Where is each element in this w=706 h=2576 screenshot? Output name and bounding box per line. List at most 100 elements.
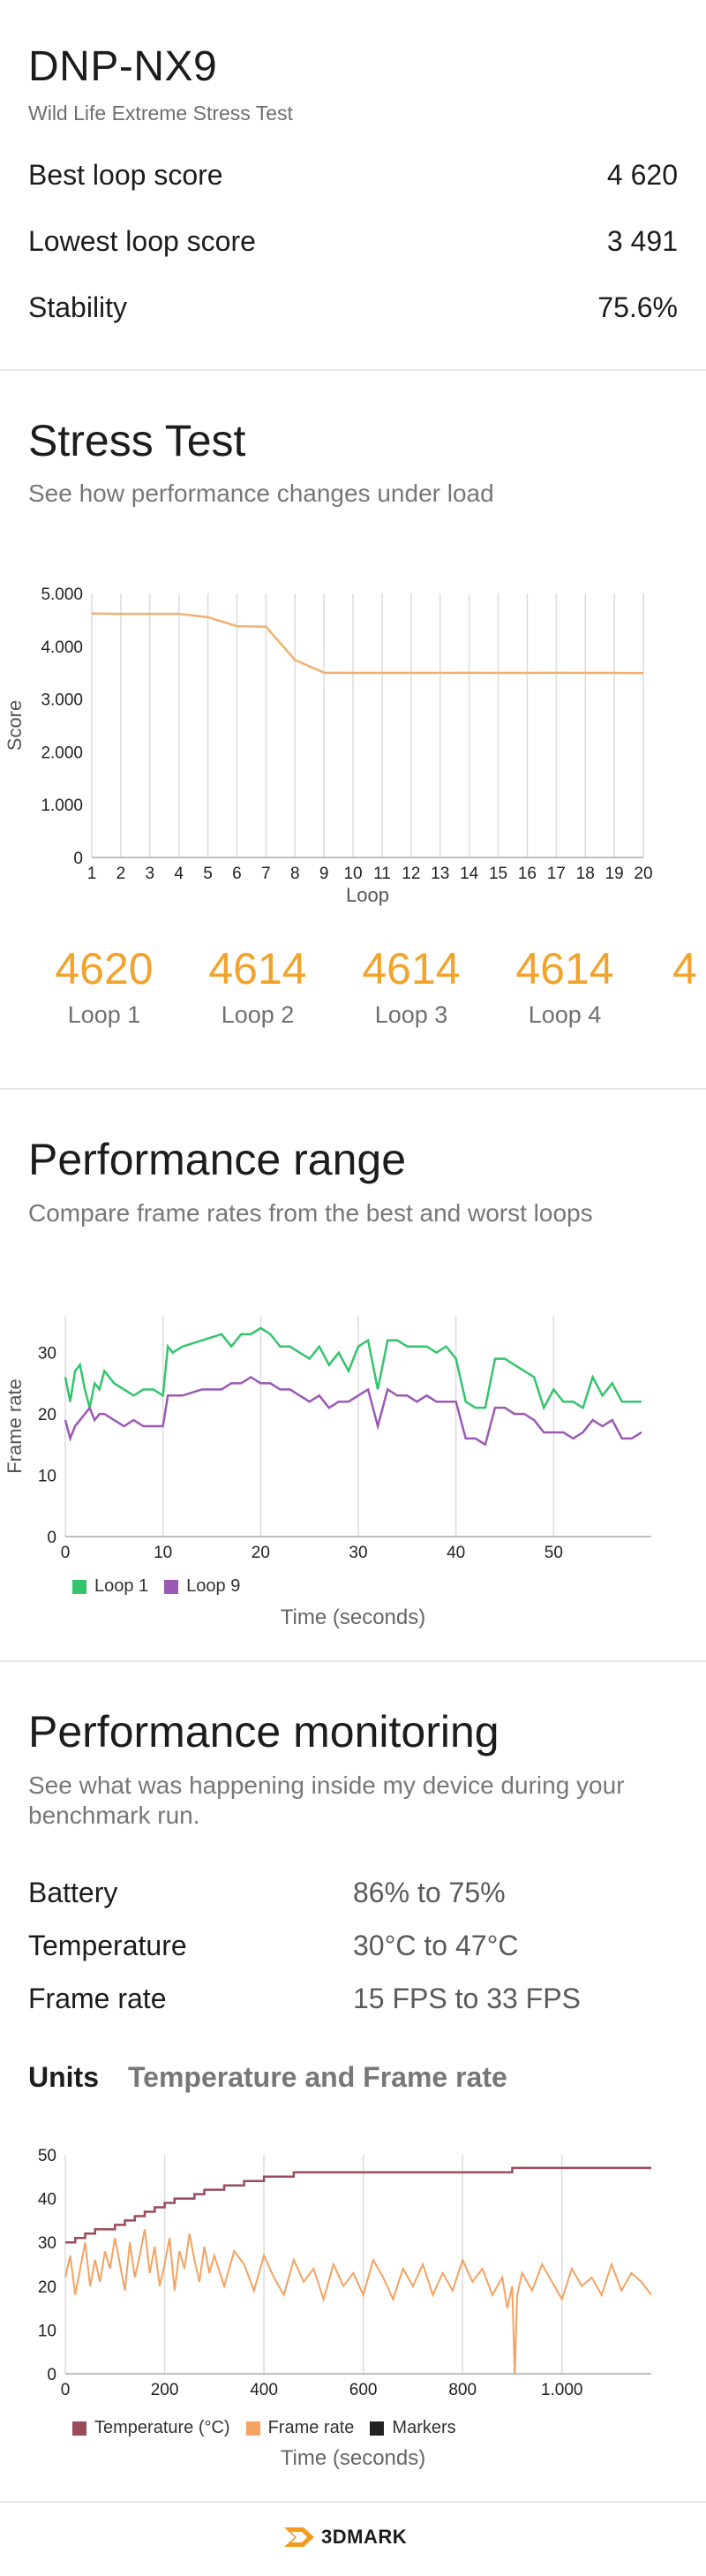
x-tick-label: 18 (576, 865, 595, 883)
device-name: DNP-NX9 (28, 43, 218, 90)
lowest-loop-label: Lowest loop score (28, 225, 256, 257)
legend-framerate-label: Frame rate (267, 2418, 355, 2437)
x-tick-label: 12 (402, 865, 420, 883)
divider (0, 1660, 706, 1662)
x-tick-label: 20 (634, 865, 652, 883)
y-axis-label: Frame rate (4, 1379, 26, 1474)
stress-chart: 1 2 3 4 5 6 7 8 9 10 11 12 13 14 15 16 17 18 19 20 0 1.000 2.0… (0, 574, 706, 918)
x-tick-label: 10 (343, 865, 362, 883)
lowest-loop-value: 3 491 (606, 225, 678, 257)
range-chart-svg: 0 10 20 30 40 50 0 10 20 30 Frame rate (4, 1316, 651, 1562)
divider (0, 2501, 706, 2503)
monitoring-chart: 0 200 400 600 800 1.000 0 10 20 30 40 50 (0, 2137, 706, 2402)
best-loop-label: Best loop score (28, 159, 223, 191)
x-tick-label: 200 (151, 2381, 179, 2399)
legend-framerate[interactable]: Frame rate (245, 2418, 355, 2438)
legend-temperature[interactable]: Temperature (°C) (72, 2418, 230, 2438)
x-axis-label: Loop (346, 884, 389, 906)
stability-label: Stability (28, 291, 128, 323)
loop-card[interactable]: 4620 Loop 1 (34, 943, 175, 1029)
loop-score: 4614 (208, 944, 307, 993)
y-tick-label: 20 (38, 1406, 56, 1424)
y-tick-label: 30 (38, 1345, 56, 1364)
x-tick-label: 5 (203, 865, 213, 883)
loop-label: Loop 1 (67, 1001, 141, 1028)
range-title: Performance range (28, 1135, 407, 1184)
y-tick-label: 20 (38, 2278, 56, 2297)
x-tick-label: 0 (61, 1544, 71, 1562)
x-tick-label: 800 (448, 2381, 477, 2399)
y-tick-label: 40 (38, 2191, 56, 2210)
loop-card[interactable]: 4614 Loop 4 (494, 943, 635, 1029)
x-tick-label: 400 (250, 2381, 278, 2399)
monitoring-subtitle: See what was happening inside my device … (28, 1771, 625, 1829)
legend-markers[interactable]: Markers (370, 2418, 456, 2438)
loop-label: Loop 3 (374, 1001, 448, 1028)
loop-card[interactable]: 4614 Loop 3 (341, 943, 482, 1029)
loop-score: 4 (672, 944, 697, 993)
monitoring-chart-svg: 0 200 400 600 800 1.000 0 10 20 30 40 50 (38, 2147, 652, 2399)
battery-value: 86% to 75% (353, 1877, 506, 1908)
loop-card[interactable]: 4614 Loop 2 (187, 943, 328, 1029)
framerate-line (64, 2229, 652, 2375)
legend-swatch-markers (370, 2421, 385, 2436)
legend-loop9-label: Loop 9 (186, 1576, 241, 1596)
y-tick-label: 0 (47, 2366, 56, 2384)
legend-loop1[interactable]: Loop 1 (72, 1576, 148, 1597)
x-tick-label: 0 (61, 2381, 71, 2399)
test-name: Wild Life Extreme Stress Test (28, 102, 293, 125)
legend-loop1-label: Loop 1 (94, 1576, 149, 1596)
y-tick-label: 0 (73, 850, 83, 868)
legend-loop9[interactable]: Loop 9 (164, 1576, 240, 1597)
stress-subtitle: See how performance changes under load (28, 480, 494, 507)
range-subtitle: Compare frame rates from the best and wo… (28, 1199, 593, 1227)
divider (0, 1088, 706, 1090)
x-tick-label: 2 (116, 865, 126, 883)
monitoring-legend: Temperature (°C) Frame rate Markers (72, 2418, 472, 2438)
x-tick-label: 13 (431, 865, 449, 883)
units-selector[interactable]: Temperature and Frame rate (128, 2061, 507, 2093)
framerate-value: 15 FPS to 33 FPS (353, 1983, 581, 2014)
legend-temperature-label: Temperature (°C) (94, 2418, 230, 2437)
loop-card[interactable]: 4 (648, 943, 706, 1001)
x-tick-label: 17 (547, 865, 566, 883)
legend-swatch-temperature (72, 2421, 86, 2436)
footer-logo: 3DMARK (282, 2521, 424, 2553)
x-tick-label: 15 (489, 865, 507, 883)
temperature-label: Temperature (28, 1930, 187, 1961)
monitoring-xlabel: Time (seconds) (280, 2446, 426, 2470)
divider (0, 369, 706, 371)
3dmark-logo-icon (284, 2527, 314, 2547)
x-tick-label: 1 (87, 865, 97, 883)
score-line (91, 612, 644, 675)
y-tick-label: 4.000 (41, 638, 83, 657)
stress-chart-svg: 1 2 3 4 5 6 7 8 9 10 11 12 13 14 15 16 17 18 19 2001.0002.0… (4, 585, 653, 906)
y-axis-label: Score (4, 700, 26, 751)
loop-score: 4614 (515, 944, 614, 993)
logo-text: 3DMARK (321, 2526, 408, 2548)
x-tick-label: 1.000 (541, 2381, 583, 2399)
loop-label: Loop 2 (221, 1001, 295, 1028)
legend-swatch-framerate (245, 2421, 260, 2436)
y-tick-label: 50 (38, 2147, 56, 2165)
loop-label: Loop 4 (528, 1001, 602, 1028)
x-tick-label: 7 (261, 865, 271, 883)
temperature-value: 30°C to 47°C (353, 1930, 519, 1961)
legend-swatch-green (72, 1579, 86, 1594)
y-tick-label: 5.000 (41, 585, 83, 604)
x-tick-label: 3 (146, 865, 155, 883)
range-xlabel: Time (seconds) (280, 1605, 426, 1629)
monitoring-title: Performance monitoring (28, 1707, 499, 1756)
loop1-line (64, 1326, 642, 1411)
units-label: Units (28, 2061, 99, 2093)
y-tick-label: 10 (38, 2322, 56, 2340)
y-tick-label: 3.000 (41, 691, 83, 710)
loop9-line (64, 1375, 642, 1447)
x-tick-label: 20 (252, 1544, 270, 1562)
y-tick-label: 0 (47, 1529, 56, 1547)
x-tick-label: 600 (349, 2381, 378, 2399)
x-tick-label: 40 (447, 1544, 465, 1562)
legend-swatch-purple (164, 1579, 179, 1594)
best-loop-value: 4 620 (606, 159, 678, 191)
battery-label: Battery (28, 1877, 118, 1908)
